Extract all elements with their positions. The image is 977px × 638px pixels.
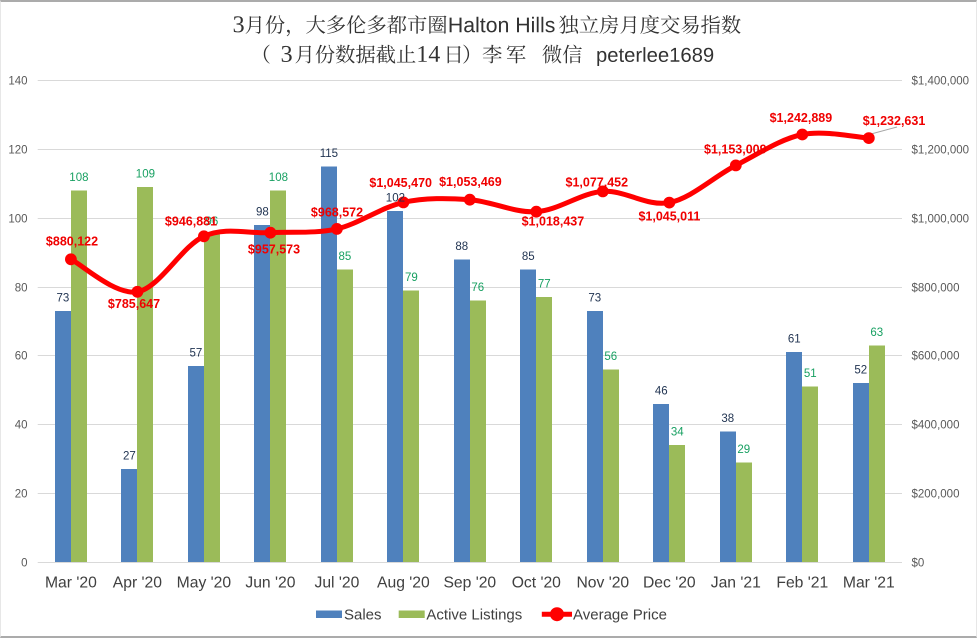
svg-text:$1,000,000: $1,000,000 bbox=[912, 214, 970, 226]
svg-text:$946,881: $946,881 bbox=[165, 215, 217, 229]
svg-text:$1,200,000: $1,200,000 bbox=[912, 145, 970, 157]
svg-text:27: 27 bbox=[123, 451, 136, 463]
svg-text:$1,153,009: $1,153,009 bbox=[704, 143, 767, 157]
svg-text:Mar '20: Mar '20 bbox=[45, 575, 97, 592]
svg-text:108: 108 bbox=[269, 172, 288, 184]
svg-text:73: 73 bbox=[588, 292, 601, 304]
svg-text:$200,000: $200,000 bbox=[912, 489, 960, 501]
svg-text:$1,053,469: $1,053,469 bbox=[439, 175, 502, 189]
svg-text:$1,400,000: $1,400,000 bbox=[912, 76, 970, 88]
svg-text:38: 38 bbox=[721, 413, 734, 425]
svg-text:57: 57 bbox=[190, 348, 203, 360]
svg-text:Jun '20: Jun '20 bbox=[245, 575, 295, 592]
svg-text:Mar '21: Mar '21 bbox=[843, 575, 895, 592]
svg-text:20: 20 bbox=[15, 489, 28, 501]
svg-text:46: 46 bbox=[655, 385, 668, 397]
svg-text:$1,045,470: $1,045,470 bbox=[369, 176, 432, 190]
svg-text:Active Listings: Active Listings bbox=[426, 606, 522, 623]
svg-text:52: 52 bbox=[854, 365, 867, 377]
svg-text:85: 85 bbox=[522, 251, 535, 263]
svg-text:$968,572: $968,572 bbox=[311, 205, 363, 219]
svg-text:108: 108 bbox=[69, 172, 88, 184]
svg-text:$1,232,631: $1,232,631 bbox=[863, 114, 926, 128]
svg-text:Average Price: Average Price bbox=[573, 606, 667, 623]
svg-text:Sep '20: Sep '20 bbox=[443, 575, 496, 592]
svg-text:$785,647: $785,647 bbox=[108, 297, 160, 311]
svg-text:34: 34 bbox=[671, 427, 684, 439]
svg-text:61: 61 bbox=[788, 334, 801, 346]
svg-text:79: 79 bbox=[405, 272, 418, 284]
svg-text:Oct '20: Oct '20 bbox=[512, 575, 561, 592]
svg-text:Jan '21: Jan '21 bbox=[711, 575, 761, 592]
svg-text:85: 85 bbox=[339, 251, 352, 263]
svg-text:115: 115 bbox=[320, 148, 338, 160]
svg-text:73: 73 bbox=[57, 292, 70, 304]
svg-text:120: 120 bbox=[8, 145, 27, 157]
svg-text:Feb '21: Feb '21 bbox=[776, 575, 828, 592]
svg-text:Jul '20: Jul '20 bbox=[314, 575, 359, 592]
svg-text:Dec '20: Dec '20 bbox=[643, 575, 696, 592]
svg-text:76: 76 bbox=[471, 282, 484, 294]
svg-text:51: 51 bbox=[804, 368, 817, 380]
svg-text:$1,045,011: $1,045,011 bbox=[638, 210, 700, 224]
svg-text:$1,242,889: $1,242,889 bbox=[770, 111, 833, 125]
svg-text:$957,573: $957,573 bbox=[248, 243, 300, 257]
svg-text:$400,000: $400,000 bbox=[912, 420, 960, 432]
svg-text:88: 88 bbox=[455, 241, 468, 253]
svg-text:98: 98 bbox=[256, 206, 269, 218]
svg-text:Apr '20: Apr '20 bbox=[113, 575, 162, 592]
svg-text:29: 29 bbox=[737, 444, 750, 456]
svg-text:63: 63 bbox=[870, 327, 883, 339]
svg-text:102: 102 bbox=[386, 193, 405, 205]
svg-text:$880,122: $880,122 bbox=[46, 234, 98, 248]
svg-text:May '20: May '20 bbox=[177, 575, 232, 592]
svg-text:Nov '20: Nov '20 bbox=[576, 575, 629, 592]
svg-text:Aug '20: Aug '20 bbox=[377, 575, 430, 592]
svg-text:$0: $0 bbox=[912, 558, 925, 570]
svg-text:100: 100 bbox=[8, 214, 27, 226]
svg-text:$800,000: $800,000 bbox=[912, 283, 960, 295]
svg-text:140: 140 bbox=[8, 76, 27, 88]
svg-text:0: 0 bbox=[21, 558, 27, 570]
svg-text:109: 109 bbox=[136, 169, 155, 181]
svg-text:40: 40 bbox=[15, 420, 28, 432]
svg-text:$600,000: $600,000 bbox=[912, 351, 960, 363]
svg-text:Sales: Sales bbox=[344, 606, 382, 623]
svg-text:77: 77 bbox=[538, 279, 551, 291]
svg-text:$1,018,437: $1,018,437 bbox=[522, 215, 585, 229]
svg-text:$1,077,452: $1,077,452 bbox=[566, 175, 629, 189]
svg-text:80: 80 bbox=[15, 283, 28, 295]
svg-text:96: 96 bbox=[206, 216, 219, 228]
svg-text:60: 60 bbox=[15, 351, 28, 363]
svg-text:56: 56 bbox=[604, 351, 617, 363]
